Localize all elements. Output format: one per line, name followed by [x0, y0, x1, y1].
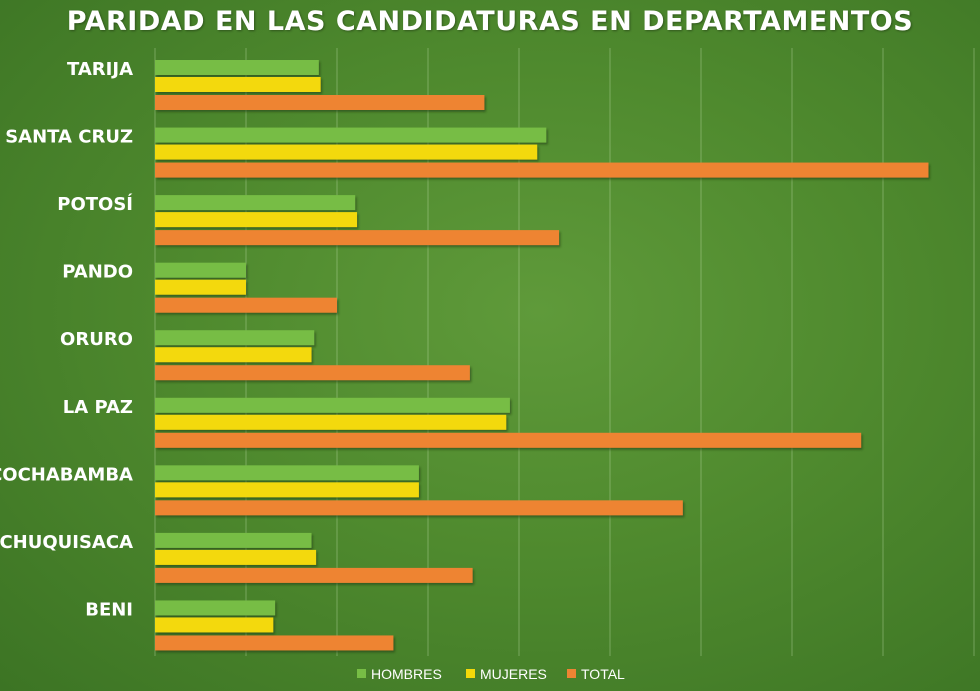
bar-hombres-5 [155, 397, 510, 413]
category-label: SANTA CRUZ [5, 127, 133, 148]
bar-total-6 [155, 500, 683, 516]
bar-hombres-2 [155, 195, 356, 211]
category-labels: TARIJA SANTA CRUZ POTOSÍ PANDO ORURO LA PAZ CO… [0, 59, 133, 620]
legend-label-total: TOTAL [581, 666, 625, 682]
legend-label-mujeres: MUJERES [480, 666, 547, 682]
bar-mujeres-5 [155, 414, 507, 430]
bar-total-1 [155, 162, 929, 178]
category-label: BENI [85, 599, 133, 620]
category-label: PANDO [62, 262, 133, 283]
legend-label-hombres: HOMBRES [371, 666, 442, 682]
bar-mujeres-7 [155, 549, 317, 565]
category-label: ORURO [60, 329, 133, 350]
category-label: CHUQUISACA [0, 532, 133, 553]
bar-hombres-3 [155, 262, 246, 278]
bar-mujeres-1 [155, 144, 538, 160]
bar-total-8 [155, 635, 394, 651]
category-label: COCHABAMBA [0, 464, 133, 485]
bars [155, 60, 929, 651]
category-label: TARIJA [67, 59, 133, 80]
bar-total-7 [155, 567, 473, 583]
bar-hombres-7 [155, 532, 312, 548]
bar-total-0 [155, 95, 485, 110]
bar-hombres-4 [155, 330, 315, 346]
legend-swatch-hombres [357, 669, 366, 678]
bar-hombres-0 [155, 60, 319, 75]
bar-total-5 [155, 432, 862, 448]
chart-title: PARIDAD EN LAS CANDIDATURAS EN DEPARTAME… [66, 6, 914, 37]
category-label: POTOSÍ [57, 193, 133, 215]
bar-total-4 [155, 365, 470, 381]
bar-total-2 [155, 230, 560, 246]
bar-hombres-6 [155, 465, 419, 481]
legend: HOMBRES MUJERES TOTAL [357, 666, 625, 682]
bar-mujeres-8 [155, 617, 274, 633]
bar-mujeres-4 [155, 347, 312, 363]
bar-mujeres-0 [155, 77, 321, 92]
bar-mujeres-3 [155, 279, 246, 295]
legend-swatch-mujeres [466, 669, 475, 678]
legend-swatch-total [567, 669, 576, 678]
bar-total-3 [155, 297, 337, 313]
bar-hombres-1 [155, 127, 547, 143]
category-label: LA PAZ [63, 397, 133, 418]
bar-mujeres-6 [155, 482, 419, 498]
bar-hombres-8 [155, 600, 276, 616]
bar-mujeres-2 [155, 212, 358, 228]
